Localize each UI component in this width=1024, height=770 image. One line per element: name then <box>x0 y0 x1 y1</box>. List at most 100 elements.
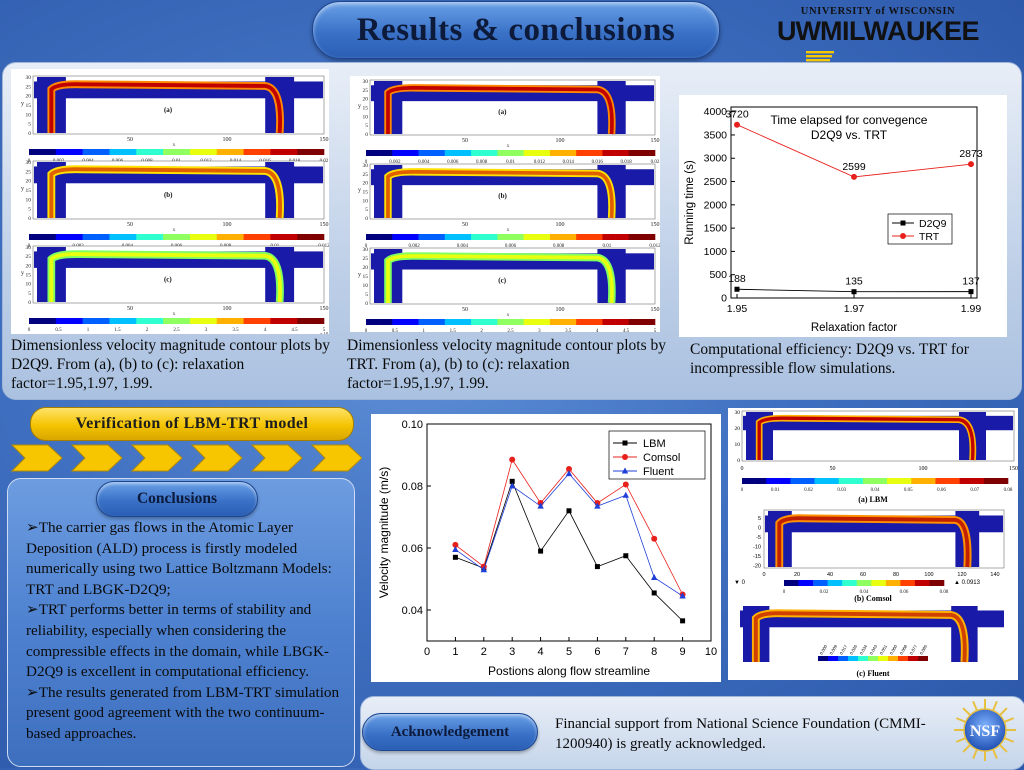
trt-colorbar-label: 0.016 <box>592 160 604 165</box>
trt-x-tick: 50 <box>462 307 468 313</box>
chevron-arrow-icon <box>190 444 243 472</box>
lbm-colorbar-label: 0.08 <box>1004 488 1013 493</box>
trt-colorbar-cell <box>641 150 656 156</box>
contour-flow-core <box>49 252 282 303</box>
trt-colorbar-cell <box>523 234 538 240</box>
trt-x-axis-label: x <box>507 313 510 318</box>
trt-colorbar-cell <box>563 319 577 325</box>
trt-y-axis-label: y <box>358 188 361 194</box>
comsol-x-tick: 0 <box>762 572 765 578</box>
trt-colorbar-cell <box>392 150 406 156</box>
trt-colorbar-cell <box>444 319 459 325</box>
comsol-colorbar-cell <box>907 580 916 586</box>
d2q9-colorbar-label: 2.5 <box>173 328 180 333</box>
trt-colorbar-cell <box>563 150 577 156</box>
vel-legend-marker <box>622 454 628 460</box>
trt-colorbar-cell <box>549 319 564 325</box>
d2q9-colorbar-cell <box>230 234 244 240</box>
d2q9-colorbar-cell <box>297 149 311 155</box>
trt-colorbar-cell <box>589 234 603 240</box>
d2q9-y-tick: 20 <box>26 179 32 185</box>
lbm-y-tick: 0 <box>737 458 740 464</box>
trt-y-tick: 10 <box>363 198 369 204</box>
contour-flow-core <box>386 85 614 135</box>
contour-substrate-block <box>798 534 946 567</box>
vel-data-point <box>679 592 686 599</box>
fluent-colorbar-cell <box>848 656 858 661</box>
time-data-point <box>734 121 740 128</box>
d2q9-colorbar-cell <box>42 149 57 155</box>
d2q9-colorbar-cell <box>82 149 97 155</box>
time-data-point <box>968 161 974 168</box>
trt-colorbar-cell <box>602 150 616 156</box>
trt-y-tick: 5 <box>365 292 368 298</box>
vel-data-point <box>622 491 629 498</box>
trt-y-tick: 25 <box>363 172 369 178</box>
fluent-colorbar-label: 0.068 <box>899 643 909 655</box>
contour-substrate-block <box>410 271 587 303</box>
trt-colorbar-cell <box>484 234 498 240</box>
trt-y-tick: 30 <box>363 247 369 253</box>
trt-y-tick: 20 <box>363 265 369 271</box>
d2q9-colorbar-cell <box>42 234 57 240</box>
trt-colorbar-cell <box>536 319 551 325</box>
fluent-colorbar-label: 0.034 <box>859 643 869 655</box>
d2q9-colorbar-cell <box>55 318 70 324</box>
lbm-colorbar-cell <box>802 478 815 484</box>
d2q9-y-axis-label: y <box>21 101 24 107</box>
d2q9-x-tick: 150 <box>320 222 329 228</box>
vel-data-point <box>594 564 600 570</box>
d2q9-colorbar-cell <box>270 149 285 155</box>
trt-colorbar-label: 0.004 <box>418 160 430 165</box>
lbm-colorbar-label: 0 <box>741 488 744 493</box>
time-data-point <box>851 173 857 180</box>
comsol-colorbar-cell <box>936 580 945 586</box>
comsol-max-label: ▲ 0.0913 <box>954 580 981 586</box>
trt-panel-label: (b) <box>498 192 507 200</box>
time-legend-label: TRT <box>919 231 940 243</box>
d2q9-y-tick: 0 <box>28 300 31 306</box>
nsf-ray <box>991 748 998 760</box>
vel-series-line <box>455 480 683 622</box>
nsf-ray <box>991 700 998 712</box>
lbm-colorbar-cell <box>959 478 973 484</box>
fluent-colorbar-label: 0.009 <box>829 643 839 655</box>
time-y-tick-label: 500 <box>709 269 727 281</box>
trt-colorbar-cell <box>366 234 380 240</box>
comsol-colorbar-cell <box>827 580 836 586</box>
trt-y-axis-label: y <box>358 272 361 278</box>
d2q9-y-tick: 0 <box>28 216 31 222</box>
time-chart-title: D2Q9 vs. TRT <box>811 128 888 142</box>
fluent-colorbar-cell <box>898 656 908 661</box>
trt-colorbar-cell <box>563 234 577 240</box>
vel-x-tick-label: 7 <box>623 646 629 658</box>
chevron-arrow-icon <box>310 444 362 472</box>
fluent-colorbar-label: 0.043 <box>869 643 879 655</box>
time-legend-marker <box>900 233 906 239</box>
nsf-ray <box>962 743 972 753</box>
vel-data-point <box>566 465 572 472</box>
lbm-panel-label: (a) LBM <box>858 495 888 504</box>
trt-colorbar-label: 0.004 <box>457 244 469 249</box>
trt-colorbar-cell <box>576 150 590 156</box>
comsol-colorbar-cell <box>791 580 799 586</box>
d2q9-colorbar-cell <box>136 234 150 240</box>
conclusion-item-3: ➢The results generated from LBM-TRT simu… <box>26 683 340 742</box>
d2q9-colorbar-label: 3 <box>205 328 208 333</box>
trt-colorbar-cell <box>602 319 616 325</box>
d2q9-y-tick: 20 <box>26 263 32 269</box>
d2q9-colorbar-cell <box>176 234 191 240</box>
comsol-colorbar-cell <box>842 580 850 586</box>
d2q9-colorbar-cell <box>176 149 191 155</box>
vel-x-tick-label: 3 <box>509 646 515 658</box>
d2q9-colorbar-label: 4 <box>264 328 267 333</box>
vel-legend-marker <box>621 467 629 474</box>
time-data-label: 3720 <box>725 109 749 121</box>
time-y-tick-label: 2000 <box>704 199 728 211</box>
trt-colorbar-label: 0.012 <box>649 244 660 249</box>
vel-data-point <box>537 502 544 509</box>
trt-colorbar-cell <box>405 150 419 156</box>
lbm-colorbar-cell <box>875 478 888 484</box>
acknowledgement-heading: Acknowledgement <box>362 713 538 751</box>
